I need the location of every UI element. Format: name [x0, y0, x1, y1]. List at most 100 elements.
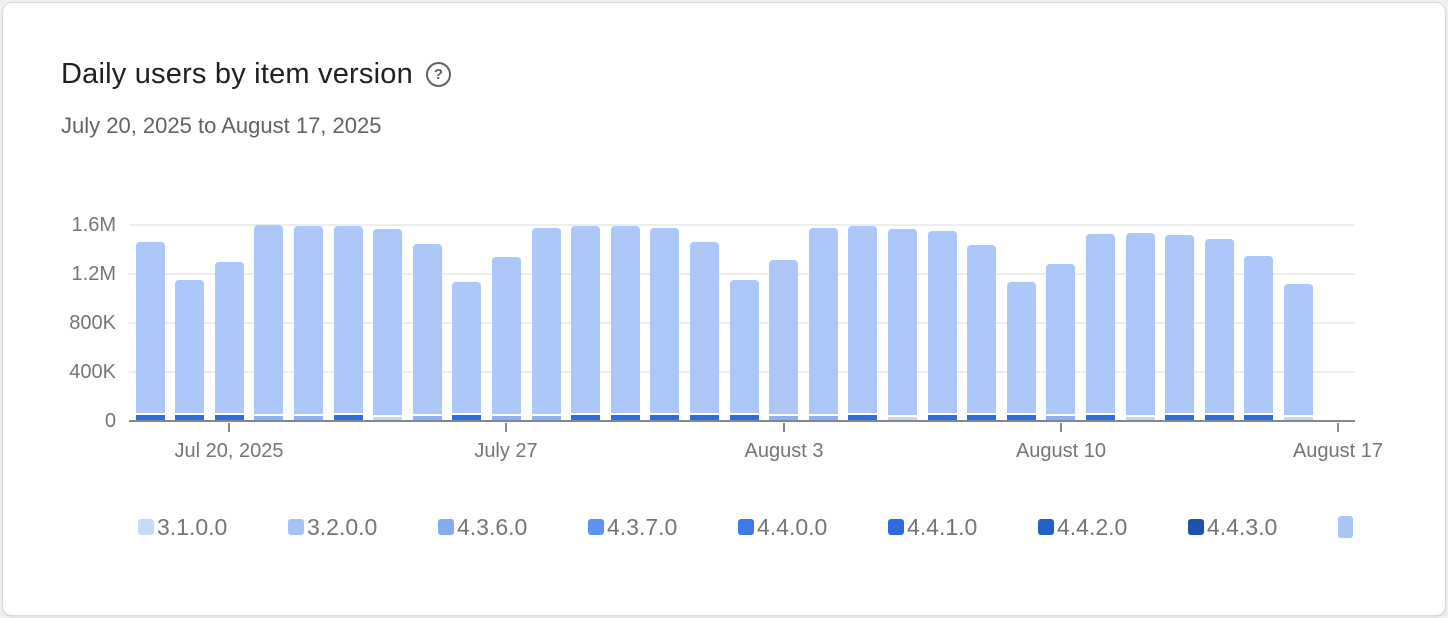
legend-label: 4.3.7.0	[607, 514, 678, 540]
bar-segment-base	[1284, 417, 1313, 420]
bar-segment-main	[1284, 284, 1313, 415]
legend-item-4.3.7.0: 4.3.7.0	[588, 515, 677, 539]
legend-label: 4.4.3.0	[1207, 514, 1278, 540]
bar-day-24[interactable]	[1046, 264, 1075, 420]
x-tick	[1060, 423, 1062, 432]
bar-segment-base	[1205, 415, 1234, 420]
bar-segment-main	[492, 257, 521, 414]
x-tick	[1337, 423, 1339, 432]
bar-day-6[interactable]	[334, 226, 363, 420]
legend-label: 4.4.2.0	[1057, 514, 1128, 540]
bar-segment-main	[967, 245, 996, 413]
bar-segment-main	[254, 225, 283, 414]
x-tick-label: August 17	[1292, 440, 1384, 462]
x-tick	[783, 423, 785, 432]
bar-segment-base	[492, 416, 521, 420]
bar-day-14[interactable]	[650, 228, 679, 420]
legend-swatch-icon	[1038, 519, 1054, 535]
legend-item-extra	[1338, 515, 1356, 539]
x-axis-line	[129, 420, 1355, 422]
bar-day-10[interactable]	[492, 257, 521, 420]
bar-segment-main	[1086, 234, 1115, 413]
legend-label: 4.4.1.0	[907, 514, 978, 540]
bar-day-17[interactable]	[769, 260, 798, 420]
bar-day-22[interactable]	[967, 245, 996, 420]
legend-swatch-icon	[738, 519, 754, 535]
legend-item-4.4.1.0: 4.4.1.0	[888, 515, 977, 539]
bar-day-8[interactable]	[413, 244, 442, 420]
legend-label: 3.2.0.0	[307, 514, 378, 540]
bar-segment-main	[1007, 282, 1036, 413]
bar-day-25[interactable]	[1086, 234, 1115, 420]
legend-label: 4.3.6.0	[457, 514, 528, 540]
bar-segment-base	[294, 416, 323, 420]
bar-day-26[interactable]	[1126, 233, 1155, 420]
y-tick-label: 800K	[69, 312, 116, 334]
plot-area	[129, 224, 1355, 432]
bar-day-27[interactable]	[1165, 235, 1194, 420]
bar-segment-main	[413, 244, 442, 414]
bar-day-5[interactable]	[294, 226, 323, 420]
bar-day-19[interactable]	[848, 226, 877, 420]
bar-segment-base	[571, 415, 600, 420]
bar-day-21[interactable]	[928, 231, 957, 420]
bar-segment-main	[769, 260, 798, 414]
legend-swatch-icon	[1188, 519, 1204, 535]
bar-day-13[interactable]	[611, 226, 640, 420]
legend-item-3.2.0.0: 3.2.0.0	[288, 515, 377, 539]
bar-segment-base	[1046, 416, 1075, 420]
bar-segment-main	[730, 280, 759, 413]
bar-segment-main	[571, 226, 600, 413]
bar-segment-main	[928, 231, 957, 413]
bar-segment-main	[690, 242, 719, 413]
bar-segment-base	[1244, 415, 1273, 420]
help-icon[interactable]: ?	[425, 61, 451, 87]
bar-day-7[interactable]	[373, 229, 402, 420]
bar-segment-base	[215, 415, 244, 420]
legend-item-3.1.0.0: 3.1.0.0	[138, 515, 227, 539]
bar-segment-main	[1165, 235, 1194, 413]
bar-day-12[interactable]	[571, 226, 600, 420]
x-tick-label: August 10	[1015, 440, 1107, 462]
bar-segment-base	[334, 415, 363, 420]
bar-segment-base	[888, 417, 917, 420]
bar-segment-main	[1046, 264, 1075, 414]
bar-segment-base	[413, 416, 442, 420]
legend-item-4.3.6.0: 4.3.6.0	[438, 515, 527, 539]
card-header: Daily users by item version ?	[61, 57, 451, 91]
bar-segment-base	[136, 415, 165, 420]
bar-segment-base	[730, 415, 759, 420]
bar-day-29[interactable]	[1244, 256, 1273, 420]
bar-segment-base	[769, 416, 798, 420]
bar-segment-base	[1126, 417, 1155, 420]
bar-day-18[interactable]	[809, 228, 838, 420]
bar-segment-base	[1165, 415, 1194, 420]
bar-day-16[interactable]	[730, 280, 759, 420]
bar-day-20[interactable]	[888, 229, 917, 420]
bar-day-3[interactable]	[215, 262, 244, 420]
legend-swatch-icon	[888, 519, 904, 535]
bar-day-4[interactable]	[254, 225, 283, 420]
bar-day-23[interactable]	[1007, 282, 1036, 420]
legend-item-4.4.0.0: 4.4.0.0	[738, 515, 827, 539]
x-tick	[228, 423, 230, 432]
bar-segment-main	[452, 282, 481, 413]
page-title: Daily users by item version	[61, 58, 413, 90]
bar-segment-main	[136, 242, 165, 413]
bar-segment-base	[1086, 415, 1115, 420]
bar-day-15[interactable]	[690, 242, 719, 420]
legend-swatch-icon	[588, 519, 604, 535]
bar-day-1[interactable]	[136, 242, 165, 420]
bar-day-28[interactable]	[1205, 239, 1234, 420]
bar-day-30[interactable]	[1284, 284, 1313, 420]
bar-segment-base	[532, 416, 561, 420]
bar-day-11[interactable]	[532, 228, 561, 420]
legend-swatch-icon	[1338, 516, 1353, 538]
bar-day-9[interactable]	[452, 282, 481, 420]
bar-day-2[interactable]	[175, 280, 204, 420]
bar-segment-main	[532, 228, 561, 414]
y-tick-label: 1.6M	[71, 214, 116, 236]
bar-segment-main	[373, 229, 402, 415]
